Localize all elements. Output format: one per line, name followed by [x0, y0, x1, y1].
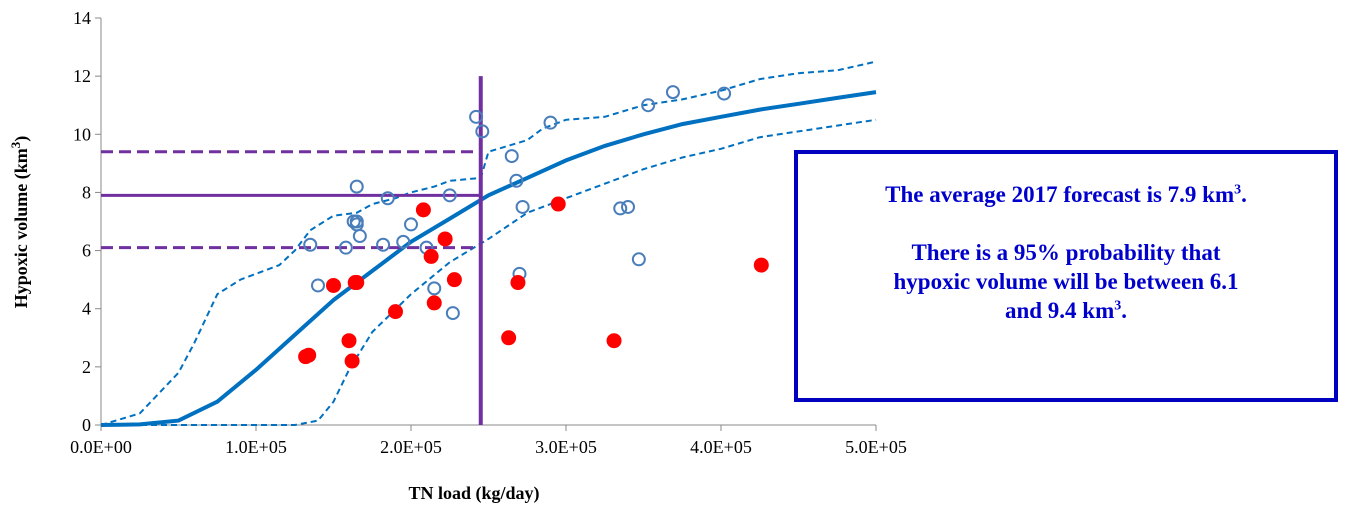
open-data-point [717, 86, 732, 101]
series-lines [100, 60, 877, 427]
confidence-band-line [101, 118, 877, 426]
x-tick-label: 0.0E+00 [70, 437, 132, 457]
confidence-band-line [100, 60, 877, 426]
filled-data-point [426, 295, 442, 311]
open-data-point [641, 98, 656, 113]
data-points [298, 85, 769, 369]
callout-line-2: There is a 95% probability that [911, 240, 1221, 265]
open-data-point [631, 252, 646, 267]
open-data-point [504, 149, 519, 164]
filled-data-point [423, 248, 439, 264]
x-tick-label: 1.0E+05 [225, 437, 287, 457]
forecast-callout: The average 2017 forecast is 7.9 km3. Th… [794, 150, 1338, 402]
y-tick-label: 10 [73, 124, 91, 144]
x-tick-label: 5.0E+05 [845, 437, 907, 457]
open-data-point [352, 229, 367, 244]
tick-labels: 0 2 4 6 8 10 12 14 0.0E+00 1.0E+05 2.0E+05 3.0E+05 4… [70, 8, 907, 457]
model-curve [100, 90, 877, 427]
filled-data-point [341, 333, 357, 349]
filled-data-point [753, 257, 769, 273]
filled-data-point [606, 333, 622, 349]
filled-data-point [388, 304, 403, 320]
x-axis-title: TN load (kg/day) [408, 483, 539, 504]
filled-data-point [501, 330, 517, 346]
y-axis-title: Hypoxic volume (km3) [8, 136, 32, 309]
x-tick-label: 2.0E+05 [380, 437, 442, 457]
y-tick-label: 2 [82, 357, 91, 377]
x-tick-label: 4.0E+05 [690, 437, 752, 457]
open-data-point [515, 199, 530, 214]
open-data-point [469, 109, 484, 124]
filled-data-point [301, 347, 317, 363]
callout-line-4: and 9.4 km3. [1004, 298, 1128, 323]
open-data-point [380, 191, 395, 206]
callout-line-1: The average 2017 forecast is 7.9 km3. [885, 182, 1247, 207]
y-tick-label: 14 [73, 8, 91, 28]
open-data-point [311, 278, 325, 293]
open-data-point [613, 201, 628, 216]
forecast-lines [101, 76, 483, 425]
open-data-point [338, 240, 353, 255]
open-data-point [442, 188, 457, 203]
open-data-point [427, 281, 442, 296]
open-data-point [475, 124, 490, 139]
open-data-point [445, 306, 460, 321]
open-data-point [346, 214, 361, 229]
filled-data-point [415, 202, 431, 218]
filled-data-point [510, 275, 526, 291]
open-data-point [621, 199, 635, 214]
open-data-point [303, 237, 318, 252]
open-data-point [404, 217, 418, 232]
filled-data-point [550, 196, 566, 212]
open-data-point [509, 173, 524, 188]
x-tick-label: 3.0E+05 [535, 437, 597, 457]
filled-data-point [326, 277, 341, 293]
y-tick-label: 4 [82, 299, 91, 319]
filled-data-point [446, 272, 462, 288]
open-data-point [396, 234, 411, 249]
open-data-point [665, 85, 680, 100]
callout-line-3: hypoxic volume will be between 6.1 [893, 269, 1239, 294]
filled-data-point [349, 275, 365, 291]
filled-data-point [437, 231, 453, 247]
open-data-point [376, 237, 391, 252]
y-tick-label: 0 [82, 415, 91, 435]
y-tick-label: 8 [82, 182, 91, 202]
open-data-point [349, 179, 364, 194]
open-data-point [349, 217, 364, 232]
filled-data-point [344, 353, 360, 369]
open-data-point [543, 115, 558, 130]
y-tick-label: 6 [82, 241, 91, 261]
y-tick-label: 12 [73, 66, 91, 86]
